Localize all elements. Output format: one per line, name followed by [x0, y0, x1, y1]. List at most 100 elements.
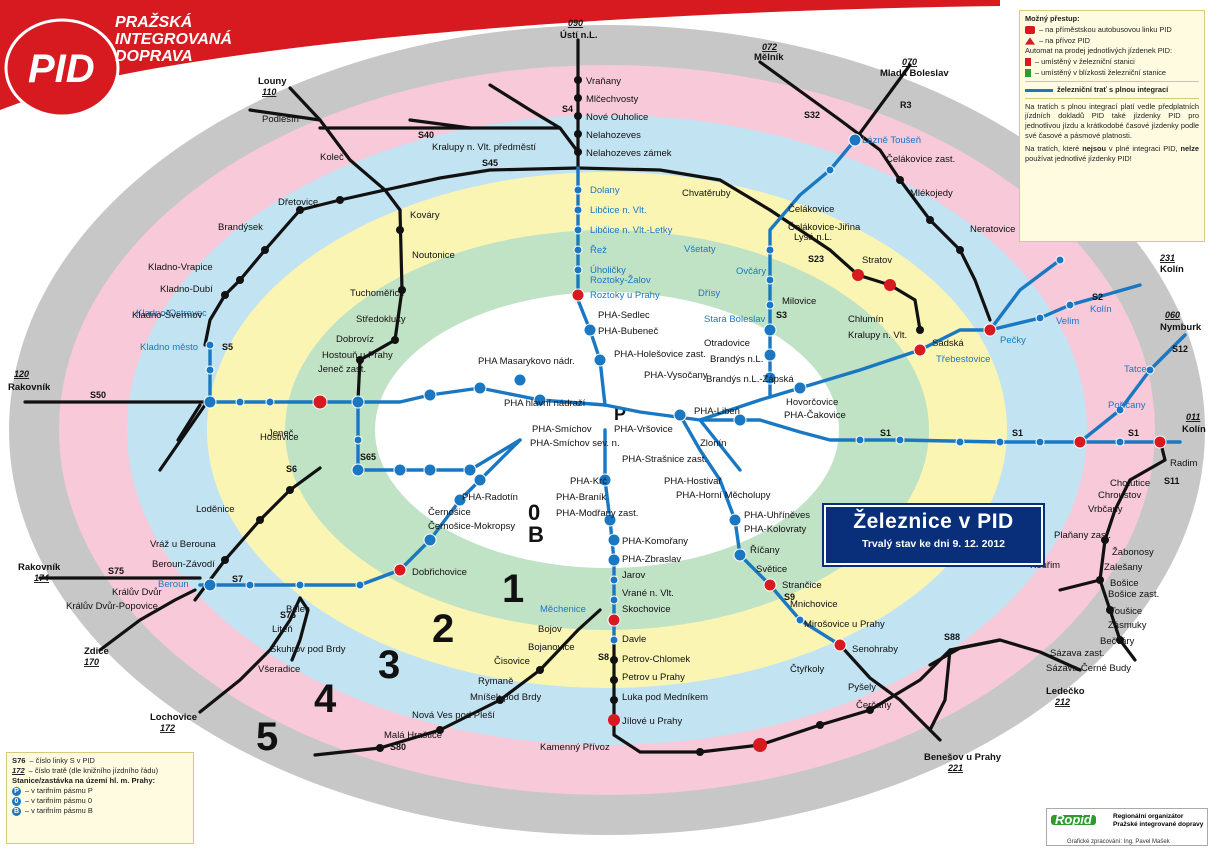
legend-automat-title: Automat na prodej jednotlivých jízdenek … — [1025, 46, 1173, 56]
station-label: Rymaně — [478, 676, 513, 687]
logo-line-3: DOPRAVA — [115, 48, 193, 65]
station-label: Říčany — [750, 545, 780, 556]
station-label: Chroustov — [1098, 490, 1142, 501]
dest-mlada-num: 070 — [902, 57, 917, 67]
station-label: Beroun — [158, 579, 189, 590]
station-label: Podlešín — [262, 114, 299, 125]
zone-label-0: 0 — [528, 500, 540, 525]
station-label: Jarov — [622, 570, 645, 581]
station-label: Toušice — [1110, 606, 1142, 617]
station-label: Chvatěruby — [682, 188, 731, 199]
station-label: Lysá n.L. — [794, 232, 832, 243]
line-label: S32 — [804, 110, 820, 120]
station-label: Chotutice — [1110, 478, 1150, 489]
station-label: Stará Boleslav — [704, 314, 766, 325]
station-label: PHA-Sedlec — [598, 310, 650, 321]
station-label: Čisovice — [494, 656, 530, 667]
line-label: S3 — [776, 310, 787, 320]
station-label: Malá Hraštice — [384, 730, 442, 741]
zone-p-icon: P — [12, 786, 21, 796]
destinations: 090 Ústí n.L. 072 Mělník 070 Mladá Boles… — [8, 18, 1206, 773]
station-label: Plaňany zast. — [1054, 530, 1111, 541]
line-s43-netreba — [576, 166, 772, 212]
line-label: S1 — [1128, 428, 1139, 438]
station-label: Petrov-Chlomek — [622, 654, 690, 665]
line-s9-benesov — [838, 643, 942, 742]
line-s32-mlada — [758, 60, 992, 322]
station-label: Velim — [1056, 316, 1079, 327]
line-label: S80 — [390, 742, 406, 752]
station-label: Čelákovice-Jiřina — [788, 222, 861, 233]
legend-row-bus: – na příměstskou autobusovou linku PID — [1025, 25, 1199, 35]
station-label: Stratov — [862, 255, 892, 266]
black-station-dots — [221, 76, 1124, 756]
station-label: Čerčany — [856, 700, 892, 711]
dest-ledecko-num: 212 — [1054, 697, 1070, 707]
dest-melnik: Mělník — [754, 52, 784, 63]
zone-0-ring — [375, 292, 839, 568]
dest-rakovnik-174-num: 174 — [34, 573, 49, 583]
station-label: Pyšely — [848, 682, 876, 693]
station-label: Měchenice — [540, 604, 586, 615]
station-label: Davle — [622, 634, 646, 645]
station-label: PHA-Horní Měcholupy — [676, 490, 771, 501]
legend-s-row: S76– číslo linky S v PID — [12, 756, 95, 765]
line-label: S6 — [286, 464, 297, 474]
legend-bottom-left: S76– číslo linky S v PID 172– číslo trat… — [6, 752, 194, 844]
station-label: Všetaty — [684, 244, 716, 255]
station-label: Černošice-Mokropsy — [428, 521, 515, 532]
station-label: Kouřim — [1030, 560, 1060, 571]
dest-louny-num: 110 — [262, 87, 276, 97]
station-label: Bečváry — [1100, 636, 1135, 647]
station-label: Kladno-Švermov — [132, 310, 202, 321]
station-label: Kladno-Dubí — [160, 284, 213, 295]
logo-mark: PID — [28, 47, 95, 91]
title-box: Železnice v PID Trvalý stav ke dni 9. 12… — [824, 505, 1043, 565]
station-label: Středokluky — [356, 314, 406, 325]
station-label: Všeradice — [258, 664, 300, 675]
map-title: Železnice v PID — [853, 510, 1014, 533]
dest-zdice-num: 170 — [84, 657, 99, 667]
station-label: Skuhrov pod Brdy — [270, 644, 346, 655]
station-label: Kamenný Přívoz — [540, 742, 610, 753]
station-label: PHA-Strašnice zast. — [622, 454, 707, 465]
line-label: S1 — [880, 428, 891, 438]
station-label: Hostouň u Prahy — [322, 350, 393, 361]
logo-circle — [4, 18, 120, 118]
station-label: Brandýsek — [218, 222, 263, 233]
station-label: Neratovice — [970, 224, 1015, 235]
station-label: Třebestovice — [936, 354, 990, 365]
station-label: Tatce — [1124, 364, 1147, 375]
station-label: Sázava zast. — [1050, 648, 1104, 659]
station-label: Liteň — [272, 624, 293, 635]
station-label: Strančice — [782, 580, 822, 591]
station-label: Králův Dvůr-Popovice — [66, 601, 158, 612]
legend-track-row: 172– číslo tratě (dle knižního jízdního … — [12, 766, 159, 775]
ferry-icon — [1025, 37, 1035, 45]
station-label: PHA-Uhříněves — [744, 510, 810, 521]
legend-ferry-text: – na přívoz PID — [1039, 35, 1090, 45]
line-s8-davle — [612, 638, 1082, 754]
legend-zone-b: B – v tarifním pásmu B — [12, 806, 93, 816]
zone-label-2: 2 — [432, 607, 454, 651]
station-label: Vráž u Berouna — [150, 539, 216, 550]
station-label: Mníšek pod Brdy — [470, 692, 542, 703]
legend-integrated: železniční trať s plnou integrací — [1057, 84, 1169, 94]
station-label: Bělec — [286, 604, 310, 615]
station-label: Nové Ouholice — [586, 112, 648, 123]
ropid-credit: Grafické zpracování: Ing. Pavel Mašek — [1067, 839, 1170, 845]
station-label: Jeneč — [268, 428, 294, 439]
legend-row-ferry: – na přívoz PID — [1025, 36, 1199, 46]
legend-zone-p: P – v tarifním pásmu P — [12, 786, 188, 796]
station-label: Králův Dvůr — [112, 587, 162, 598]
line-212-sazava — [928, 648, 952, 732]
ticket-machine-red-icon — [1025, 58, 1031, 67]
station-label: Kralupy n. Vlt. předměstí — [432, 142, 536, 153]
station-label: PHA-Zbraslav — [622, 554, 681, 565]
station-label: Čelákovice zast. — [886, 154, 955, 165]
station-label: PHA hlavní nádraží — [504, 398, 586, 409]
station-label: PHA-Krč — [570, 476, 607, 487]
dest-zdice: Zdice — [84, 646, 109, 657]
dest-rakovnik-120: Rakovník — [8, 382, 51, 393]
